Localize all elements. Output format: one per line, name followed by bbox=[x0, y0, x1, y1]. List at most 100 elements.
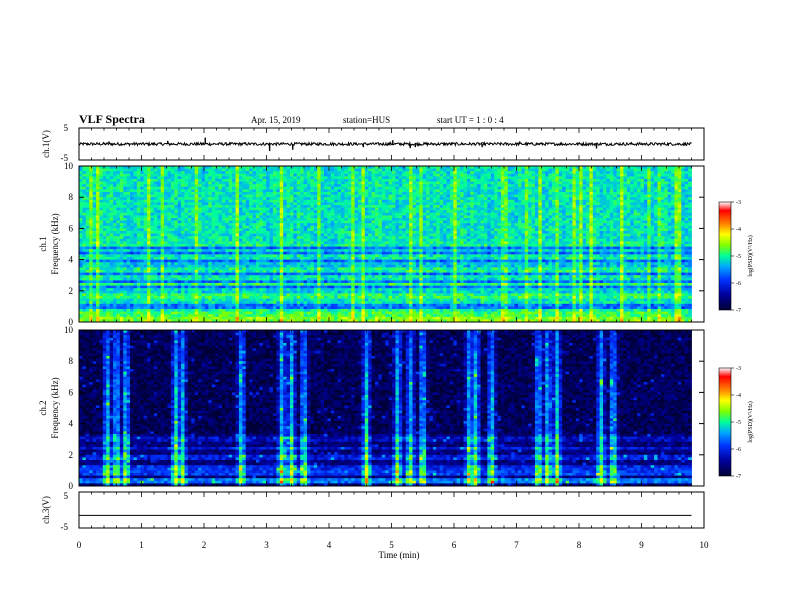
spectrogram-cell bbox=[538, 187, 542, 190]
spectrogram-cell bbox=[232, 169, 236, 172]
spectrogram-cell bbox=[453, 213, 457, 216]
spectrogram-cell bbox=[484, 234, 488, 237]
spectrogram-cell bbox=[263, 208, 267, 211]
spectrogram-cell bbox=[532, 202, 536, 205]
spectrogram-cell bbox=[464, 234, 468, 237]
spectrogram-cell bbox=[181, 182, 185, 185]
spectrogram-cell bbox=[617, 182, 621, 185]
spectrogram-cell bbox=[263, 176, 267, 179]
spectrogram-cell bbox=[532, 228, 536, 231]
spectrogram-cell bbox=[365, 215, 369, 218]
spectrogram-cell bbox=[603, 226, 607, 229]
spectrogram-cell bbox=[195, 192, 199, 195]
spectrogram-cell bbox=[222, 231, 226, 234]
spectrogram-cell bbox=[191, 171, 195, 174]
spectrogram-cell bbox=[321, 213, 325, 216]
spectrogram-cell bbox=[171, 236, 175, 239]
spectrogram-cell bbox=[484, 210, 488, 213]
spectrogram-cell bbox=[647, 195, 651, 198]
spectrogram-cell bbox=[154, 189, 158, 192]
spectrogram-cell bbox=[113, 176, 117, 179]
spectrogram-cell bbox=[232, 205, 236, 208]
spectrogram-cell bbox=[416, 195, 420, 198]
spectrogram-cell bbox=[491, 174, 495, 177]
spectrogram-cell bbox=[637, 171, 641, 174]
spectrogram-cell bbox=[545, 189, 549, 192]
spectrogram-cell bbox=[518, 223, 522, 226]
spectrogram-cell bbox=[525, 202, 529, 205]
spectrogram-cell bbox=[99, 210, 103, 213]
spectrogram-cell bbox=[528, 231, 532, 234]
spectrogram-cell bbox=[572, 213, 576, 216]
spectrogram-cell bbox=[532, 189, 536, 192]
spectrogram-cell bbox=[562, 169, 566, 172]
spectrogram-cell bbox=[501, 189, 505, 192]
spectrogram-cell bbox=[634, 218, 638, 221]
spectrogram-cell bbox=[419, 218, 423, 221]
spectrogram-cell bbox=[433, 176, 437, 179]
spectrogram-cell bbox=[137, 205, 141, 208]
spectrogram-cell bbox=[501, 202, 505, 205]
spectrogram-cell bbox=[477, 221, 481, 224]
spectrogram-cell bbox=[297, 179, 301, 182]
spectrogram-cell bbox=[120, 179, 124, 182]
spectrogram-cell bbox=[406, 171, 410, 174]
spectrogram-cell bbox=[208, 176, 212, 179]
spectrogram-cell bbox=[290, 195, 294, 198]
spectrogram-cell bbox=[140, 192, 144, 195]
spectrogram-cell bbox=[538, 228, 542, 231]
spectrogram-cell bbox=[552, 223, 556, 226]
spectrogram-cell bbox=[617, 195, 621, 198]
spectrogram-cell bbox=[423, 197, 427, 200]
spectrogram-cell bbox=[208, 184, 212, 187]
spectrogram-cell bbox=[409, 215, 413, 218]
spectrogram-cell bbox=[613, 187, 617, 190]
spectrogram-cell bbox=[219, 176, 223, 179]
spectrogram-cell bbox=[627, 200, 631, 203]
spectrogram-cell bbox=[157, 195, 161, 198]
spectrogram-cell bbox=[596, 208, 600, 211]
spectrogram-cell bbox=[620, 234, 624, 237]
spectrogram-cell bbox=[351, 197, 355, 200]
spectrogram-cell bbox=[640, 234, 644, 237]
spectrogram-cell bbox=[685, 182, 689, 185]
spectrogram-cell bbox=[283, 234, 287, 237]
spectrogram-cell bbox=[515, 218, 519, 221]
spectrogram-cell bbox=[161, 234, 165, 237]
spectrogram-cell bbox=[419, 184, 423, 187]
spectrogram-cell bbox=[617, 176, 621, 179]
spectrogram-cell bbox=[123, 176, 127, 179]
spectrogram-cell bbox=[287, 197, 291, 200]
spectrogram-cell bbox=[202, 184, 206, 187]
spectrogram-cell bbox=[596, 197, 600, 200]
spectrogram-cell bbox=[651, 192, 655, 195]
spectrogram-cell bbox=[171, 213, 175, 216]
spectrogram-cell bbox=[293, 174, 297, 177]
spectrogram-cell bbox=[130, 226, 134, 229]
spectrogram-cell bbox=[259, 221, 263, 224]
spectrogram-cell bbox=[195, 169, 199, 172]
spectrogram-cell bbox=[647, 221, 651, 224]
spectrogram-cell bbox=[521, 171, 525, 174]
spectrogram-cell bbox=[416, 176, 420, 179]
spectrogram-cell bbox=[600, 189, 604, 192]
spectrogram-cell bbox=[140, 184, 144, 187]
spectrogram-cell bbox=[167, 171, 171, 174]
spectrogram-cell bbox=[389, 176, 393, 179]
spectrogram-cell bbox=[96, 231, 100, 234]
spectrogram-cell bbox=[212, 234, 216, 237]
spectrogram-cell bbox=[205, 197, 209, 200]
spectrogram-cell bbox=[382, 192, 386, 195]
spectrogram-cell bbox=[174, 202, 178, 205]
spectrogram-cell bbox=[212, 231, 216, 234]
spectrogram-cell bbox=[474, 215, 478, 218]
spectrogram-cell bbox=[389, 187, 393, 190]
spectrogram-cell bbox=[402, 197, 406, 200]
spectrogram-cell bbox=[307, 176, 311, 179]
spectrogram-cell bbox=[412, 221, 416, 224]
spectrogram-cell bbox=[110, 210, 114, 213]
spectrogram-cell bbox=[174, 195, 178, 198]
spectrogram-cell bbox=[589, 215, 593, 218]
spectrogram-cell bbox=[423, 205, 427, 208]
spectrogram-cell bbox=[242, 215, 246, 218]
